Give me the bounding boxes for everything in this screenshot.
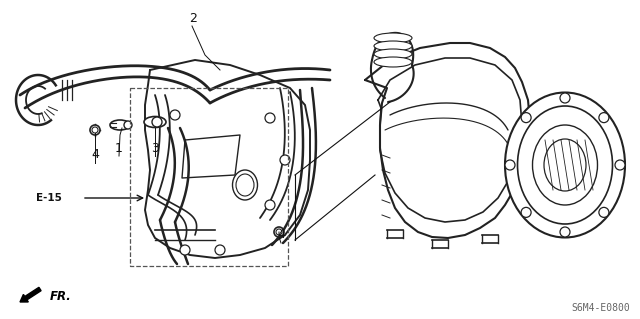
Ellipse shape xyxy=(374,57,412,67)
Ellipse shape xyxy=(374,33,412,43)
Ellipse shape xyxy=(110,120,130,130)
Circle shape xyxy=(560,227,570,237)
Circle shape xyxy=(92,127,98,133)
Circle shape xyxy=(560,93,570,103)
Ellipse shape xyxy=(544,139,586,191)
Text: FR.: FR. xyxy=(50,290,72,302)
Circle shape xyxy=(274,227,284,237)
Circle shape xyxy=(521,207,531,217)
Text: E-15: E-15 xyxy=(36,193,62,203)
Circle shape xyxy=(505,160,515,170)
Text: 4: 4 xyxy=(91,149,99,161)
Circle shape xyxy=(215,245,225,255)
Ellipse shape xyxy=(124,121,132,129)
Text: 2: 2 xyxy=(189,11,197,25)
Ellipse shape xyxy=(144,116,166,128)
Ellipse shape xyxy=(374,41,412,51)
Ellipse shape xyxy=(505,93,625,238)
Ellipse shape xyxy=(152,117,162,127)
Circle shape xyxy=(599,207,609,217)
Text: 4: 4 xyxy=(277,228,285,241)
Circle shape xyxy=(170,110,180,120)
Text: 1: 1 xyxy=(115,142,123,154)
Ellipse shape xyxy=(236,174,254,196)
Circle shape xyxy=(265,200,275,210)
Ellipse shape xyxy=(374,49,412,59)
Circle shape xyxy=(280,155,290,165)
Circle shape xyxy=(276,229,282,235)
Text: 3: 3 xyxy=(151,142,159,154)
Circle shape xyxy=(90,125,100,135)
Bar xyxy=(130,88,288,266)
Circle shape xyxy=(521,113,531,122)
Circle shape xyxy=(265,113,275,123)
Text: S6M4-E0800: S6M4-E0800 xyxy=(572,303,630,313)
Circle shape xyxy=(599,113,609,122)
FancyArrow shape xyxy=(20,287,41,302)
Circle shape xyxy=(615,160,625,170)
Ellipse shape xyxy=(532,125,598,205)
Circle shape xyxy=(180,245,190,255)
Ellipse shape xyxy=(518,106,612,224)
Ellipse shape xyxy=(232,170,257,200)
